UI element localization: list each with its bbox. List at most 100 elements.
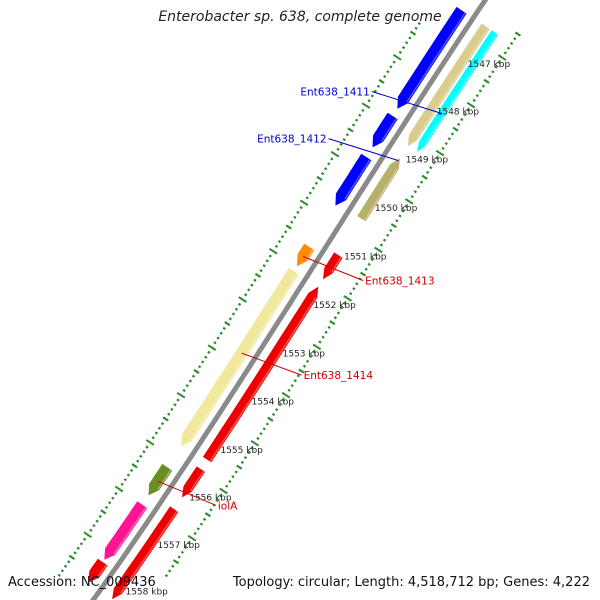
topology-text: Topology: circular; Length: 4,518,712 bp… xyxy=(232,575,590,590)
outer-tick-mark xyxy=(421,174,428,180)
outer-tick-mark xyxy=(509,41,514,46)
outer-tick-mark xyxy=(219,487,228,495)
inner-tick-mark xyxy=(293,215,297,219)
inner-tick-mark xyxy=(162,416,169,422)
outer-tick-mark xyxy=(281,398,285,402)
inner-tick-mark xyxy=(296,210,300,215)
inner-tick-mark xyxy=(129,468,134,473)
accession-text: Accession: NC_009436 xyxy=(8,575,156,590)
outer-tick-mark xyxy=(483,78,490,84)
outer-tick-mark xyxy=(287,388,291,392)
gene-feature-highlight xyxy=(97,564,107,578)
inner-tick-mark xyxy=(79,542,84,546)
outer-tick-mark xyxy=(364,267,368,271)
outer-tick-mark xyxy=(231,475,235,479)
inner-tick-mark xyxy=(392,53,402,61)
outer-tick-mark xyxy=(296,374,300,378)
outer-tick-mark xyxy=(478,89,483,93)
inner-tick-mark xyxy=(237,302,242,307)
outer-tick-mark xyxy=(379,243,384,247)
outer-tick-mark xyxy=(180,550,185,554)
gene-feature xyxy=(397,6,467,109)
outer-tick-mark xyxy=(367,262,371,267)
inner-tick-mark xyxy=(76,546,80,550)
gene-label[interactable]: Ent638_1414 xyxy=(304,370,374,382)
outer-tick-mark xyxy=(475,94,479,98)
gene-feature xyxy=(112,506,179,600)
inner-tick-mark xyxy=(213,341,217,345)
inner-tick-mark xyxy=(316,175,323,181)
inner-tick-mark xyxy=(367,99,371,103)
gene-feature-highlight xyxy=(415,27,490,140)
gene-feature-highlight xyxy=(120,510,178,594)
inner-tick-mark xyxy=(370,94,374,98)
outer-tick-mark xyxy=(318,340,322,344)
inner-tick-mark xyxy=(139,454,143,459)
outer-tick-mark xyxy=(204,512,211,518)
gene-feature xyxy=(297,243,315,267)
gene-feature xyxy=(323,252,343,280)
inner-tick-mark xyxy=(224,321,231,327)
outer-tick-mark xyxy=(426,170,430,175)
inner-tick-mark xyxy=(308,191,312,195)
inner-tick-mark xyxy=(383,74,387,79)
inner-tick-mark xyxy=(351,123,356,127)
inner-tick-mark xyxy=(104,505,109,509)
outer-tick-mark xyxy=(503,51,508,55)
outer-tick-mark xyxy=(177,555,181,559)
outer-tick-mark xyxy=(404,204,408,208)
outer-tick-mark xyxy=(463,113,467,117)
outer-tick-mark xyxy=(450,132,455,136)
kbp-tick-label: 1556 kbp xyxy=(189,494,232,504)
outer-tick-mark xyxy=(441,146,445,150)
inner-tick-mark xyxy=(247,288,251,292)
inner-tick-mark xyxy=(193,368,200,375)
outer-tick-mark xyxy=(247,451,251,455)
outer-tick-mark xyxy=(413,190,417,194)
inner-tick-mark xyxy=(120,482,124,486)
inner-tick-mark xyxy=(361,102,371,109)
inner-tick-mark xyxy=(173,403,177,407)
inner-tick-mark xyxy=(386,70,390,74)
outer-tick-mark xyxy=(228,479,232,484)
inner-tick-mark xyxy=(311,186,315,190)
outer-tick-mark xyxy=(359,271,367,277)
inner-tick-mark xyxy=(216,336,220,340)
inner-tick-mark xyxy=(244,293,248,297)
gene-feature-highlight xyxy=(113,506,147,555)
inner-tick-mark xyxy=(238,296,247,303)
inner-tick-mark xyxy=(262,264,266,268)
outer-tick-mark xyxy=(385,233,390,237)
inner-tick-mark xyxy=(82,537,87,541)
outer-tick-mark xyxy=(275,408,279,412)
outer-tick-mark xyxy=(259,432,263,436)
inner-tick-mark xyxy=(170,407,174,412)
outer-tick-mark xyxy=(187,541,191,545)
outer-tick-mark xyxy=(355,282,359,286)
outer-tick-mark xyxy=(225,484,229,488)
gene-feature xyxy=(357,158,400,222)
gene-feature-highlight xyxy=(190,273,299,441)
gene-label[interactable]: Ent638_1413 xyxy=(365,276,434,288)
outer-tick-mark xyxy=(329,320,336,326)
gene-label[interactable]: Ent638_1411 xyxy=(300,87,369,99)
inner-tick-mark xyxy=(126,473,130,477)
outer-tick-mark xyxy=(267,416,274,422)
gene-label[interactable]: Ent638_1412 xyxy=(257,134,326,146)
gene-label[interactable]: iolA xyxy=(218,500,238,512)
inner-tick-mark xyxy=(73,551,77,555)
gene-leader-line xyxy=(328,138,399,162)
inner-tick-mark xyxy=(259,268,263,273)
inner-tick-mark xyxy=(234,307,239,311)
inner-tick-mark xyxy=(219,331,223,335)
inner-tick-mark xyxy=(358,113,362,117)
inner-tick-mark xyxy=(253,278,257,282)
outer-tick-mark xyxy=(404,198,414,205)
outer-tick-mark xyxy=(435,156,439,160)
outer-tick-mark xyxy=(215,498,219,503)
inner-tick-mark xyxy=(63,564,68,568)
outer-tick-mark xyxy=(435,149,445,157)
inner-tick-mark xyxy=(324,167,328,171)
